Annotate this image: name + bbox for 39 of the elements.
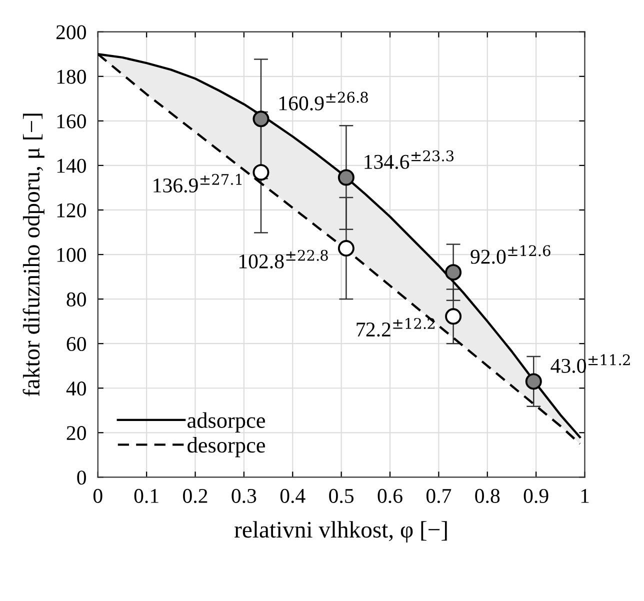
x-tick-label: 1 (581, 489, 589, 503)
x-tick-label: 0.5 (329, 488, 354, 504)
x-tick-label: 0.8 (475, 488, 500, 504)
y-tick-label: 120 (57, 203, 86, 218)
y-tick-label: 80 (66, 292, 86, 306)
x-tick-label: 0.2 (183, 488, 208, 504)
x-tick-label: 0.6 (378, 488, 402, 504)
y-tick-label: 0 (77, 470, 86, 485)
point (525, 373, 542, 390)
y-tick-label: 100 (57, 248, 86, 262)
y-tick-label: 20 (66, 426, 86, 440)
y-tick-label: 60 (66, 336, 86, 352)
point (445, 308, 462, 325)
y-tick-label: 160 (57, 114, 86, 128)
point (338, 169, 354, 186)
x-tick-label: 0.3 (232, 488, 256, 504)
x-tick-label: 0.9 (524, 488, 548, 504)
x-tick-label: 0 (93, 488, 102, 503)
y-tick-label: 200 (56, 25, 86, 40)
point (338, 240, 354, 257)
legend-label: desorpce (188, 437, 265, 458)
data-label: 160.9$^{±26.8}$ (279, 92, 368, 110)
y-tick-label: 180 (57, 70, 86, 84)
point (445, 264, 462, 281)
data-label: 102.8$^{±22.8}$ (239, 250, 328, 269)
y-tick-label: 140 (57, 158, 86, 173)
data-label: 72.2$^{±12.2}$ (356, 318, 435, 337)
x-tick-label: 0.7 (426, 488, 452, 504)
x-tick-label: 0.4 (280, 488, 306, 504)
x-axis-title: relativni vlhkost, φ [−] (234, 521, 447, 542)
y-axis-title: faktor difuzniho odporu, μ [−] (22, 114, 44, 396)
legend-label: adsorpce (188, 412, 265, 432)
data-label: 92.0$^{±12.6}$ (470, 245, 550, 264)
y-tick-label: 40 (66, 382, 86, 396)
data-label: 136.9$^{±27.1}$ (154, 174, 242, 193)
point (252, 110, 270, 128)
data-label: 134.6$^{±23.3}$ (364, 150, 454, 170)
x-tick-label: 0.1 (134, 488, 158, 504)
point (252, 164, 270, 181)
